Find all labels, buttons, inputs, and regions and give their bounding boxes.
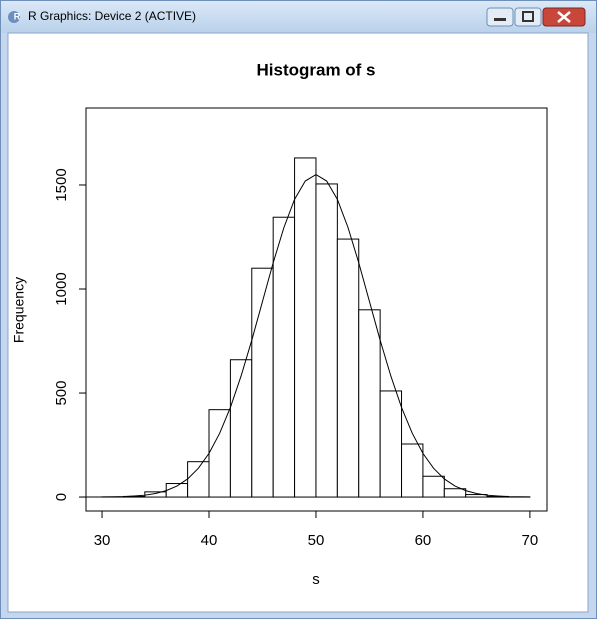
y-tick-label: 0 [53, 493, 70, 501]
maximize-button[interactable] [514, 7, 542, 27]
histogram-bar [187, 461, 210, 498]
histogram-bar [379, 390, 403, 498]
histogram-bar [294, 157, 317, 498]
app-icon-letter: R [14, 11, 21, 21]
x-tick-label: 70 [522, 532, 539, 549]
x-tick-label: 40 [201, 532, 218, 549]
histogram-bar [272, 216, 296, 498]
close-icon [557, 11, 571, 23]
maximize-icon [522, 11, 534, 22]
density-curve [80, 173, 530, 498]
y-axis-label: Frequency [11, 277, 27, 343]
histogram-bar [465, 494, 488, 498]
minimize-button[interactable] [486, 7, 514, 27]
histogram-bar [315, 183, 338, 498]
x-tick-label: 50 [308, 532, 325, 549]
minimize-icon [494, 18, 506, 21]
histogram-bar [401, 443, 424, 498]
window-title: R Graphics: Device 2 (ACTIVE) [28, 9, 196, 23]
plot: Histogram of s s Frequency 30 40 50 60 70 0 50… [11, 60, 548, 588]
histogram-bar [229, 359, 253, 498]
histogram-bar [443, 488, 467, 498]
y-tick-label: 1000 [53, 272, 70, 305]
chart-title: Histogram of s [256, 60, 375, 79]
histogram-bar [358, 309, 381, 498]
histogram-bar [336, 238, 360, 498]
y-tick-label: 500 [53, 381, 70, 406]
app-icon [8, 11, 20, 23]
histogram-bar [422, 475, 445, 498]
histogram-bar [208, 409, 231, 498]
y-tick-label: 1500 [53, 168, 70, 201]
x-tick-label: 60 [415, 532, 432, 549]
x-axis-label: s [312, 571, 320, 588]
x-tick-label: 30 [94, 532, 111, 549]
